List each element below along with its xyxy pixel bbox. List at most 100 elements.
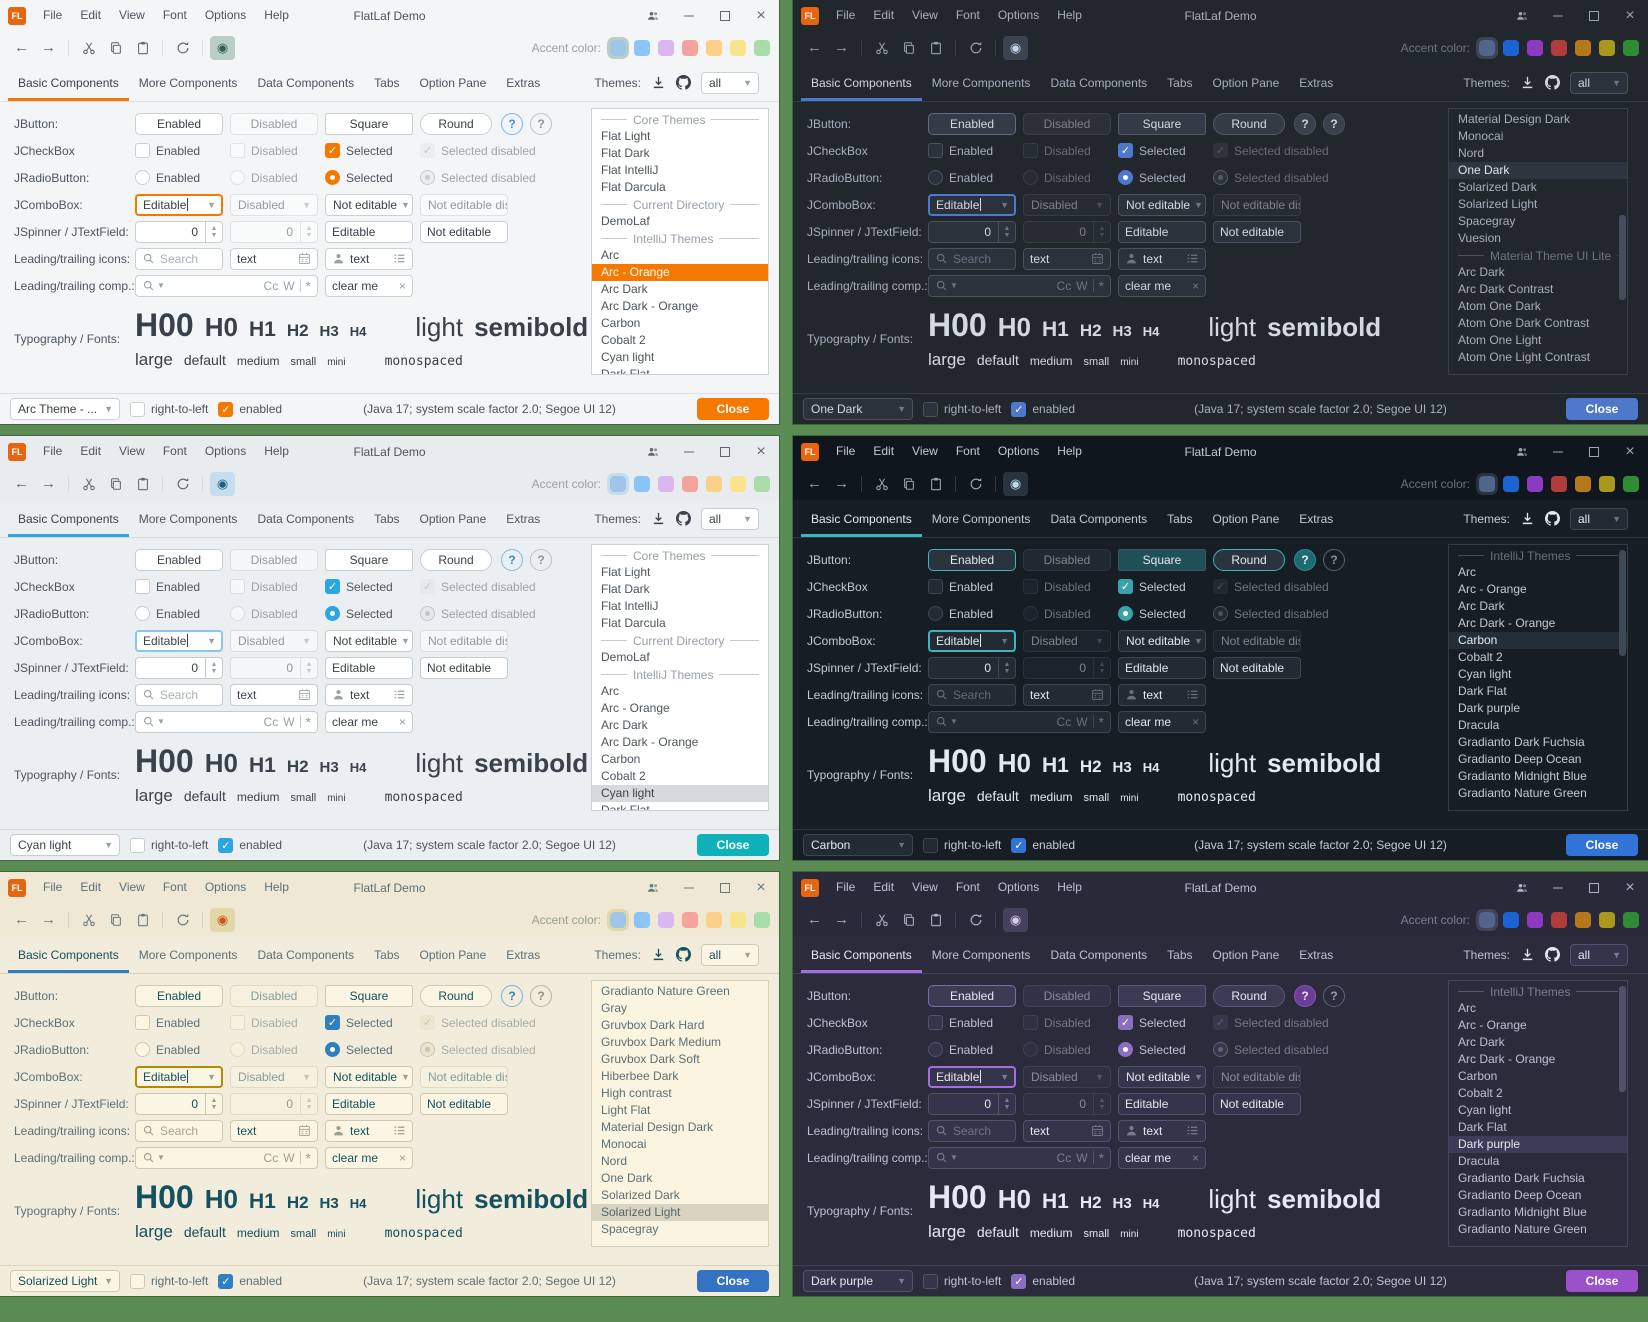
radio-enabled[interactable]: Enabled	[135, 1042, 223, 1057]
person-field[interactable]: text	[325, 683, 413, 706]
close-button[interactable]: Close	[697, 398, 769, 420]
menu-view[interactable]: View	[912, 880, 938, 894]
theme-list-item[interactable]: Carbon	[1449, 632, 1627, 649]
round-button[interactable]: Round	[420, 984, 492, 1007]
accent-swatch[interactable]	[682, 911, 698, 928]
tab-basic-components[interactable]: Basic Components	[8, 500, 129, 537]
forward-icon[interactable]: →	[834, 475, 849, 492]
square-button[interactable]: Square	[1118, 112, 1206, 135]
spinner-arrows-icon[interactable]: ▲ ▼	[998, 221, 1015, 242]
tab-more-components[interactable]: More Components	[138, 947, 238, 962]
refresh-icon[interactable]	[170, 472, 195, 496]
accent-swatch[interactable]	[730, 39, 746, 56]
checkbox-enabled[interactable]: Enabled	[135, 143, 223, 158]
theme-list-item[interactable]: Flat Dark	[601, 582, 650, 596]
theme-list-item[interactable]: Flat IntelliJ	[601, 163, 659, 177]
theme-list-item[interactable]: Arc	[601, 684, 619, 698]
checkbox-enabled[interactable]: Enabled	[928, 1015, 1016, 1030]
enabled-button[interactable]: Enabled	[928, 112, 1016, 135]
regex-toggle[interactable]: *	[1098, 713, 1104, 730]
menu-font[interactable]: Font	[955, 8, 980, 22]
accent-swatch[interactable]	[1575, 911, 1591, 928]
accent-swatch[interactable]	[1551, 39, 1567, 56]
close-window-button[interactable]: ×	[756, 6, 766, 24]
radio-selected[interactable]: Selected	[1118, 1042, 1206, 1057]
theme-list-item[interactable]: Arc Dark	[1458, 265, 1505, 279]
refresh-icon[interactable]	[963, 36, 988, 60]
theme-list-item[interactable]: Atom One Light	[1458, 333, 1542, 347]
themes-list-scrollbar[interactable]	[1619, 215, 1626, 300]
themes-filter-dropdown[interactable]: all ▼	[701, 71, 759, 94]
theme-list-item[interactable]: Carbon	[601, 752, 641, 766]
theme-list-item[interactable]: Hiberbee Dark	[601, 1069, 679, 1083]
show-hidden-eye-icon[interactable]: ◉	[210, 907, 235, 932]
calendar-icon[interactable]	[298, 1124, 311, 1137]
maximize-button[interactable]	[707, 0, 743, 31]
tab-basic-components[interactable]: Basic Components	[8, 64, 129, 101]
help-button[interactable]: ?	[501, 984, 523, 1007]
round-button[interactable]: Round	[1213, 984, 1285, 1007]
square-button[interactable]: Square	[325, 984, 413, 1007]
themes-list[interactable]: Core Themes Flat Light Flat Dark Flat Intel…	[591, 544, 769, 811]
themes-list[interactable]: Material Design Dark Monocai Nord One Dark S…	[1448, 108, 1628, 375]
theme-list-item[interactable]: Solarized Dark	[1458, 180, 1537, 194]
paste-icon[interactable]	[923, 908, 948, 932]
theme-list-item[interactable]: Arc Dark - Orange	[601, 299, 699, 313]
theme-list-item[interactable]: Dark Flat	[1458, 1120, 1507, 1134]
right-to-left-checkbox[interactable]: right-to-left	[923, 1273, 1001, 1289]
theme-list-item[interactable]: Spacegray	[601, 1222, 659, 1236]
copy-icon[interactable]	[103, 36, 128, 60]
regex-toggle[interactable]: *	[305, 713, 311, 730]
regex-toggle[interactable]: *	[305, 1149, 311, 1166]
tab-tabs[interactable]: Tabs	[1167, 511, 1193, 526]
help-button[interactable]: ?	[501, 112, 523, 135]
tab-extras[interactable]: Extras	[506, 75, 541, 90]
menu-help[interactable]: Help	[1057, 444, 1082, 458]
checkbox-selected[interactable]: Selected	[1118, 143, 1206, 158]
close-window-button[interactable]: ×	[1625, 6, 1635, 24]
checkbox-enabled[interactable]: Enabled	[928, 579, 1016, 594]
radio-selected[interactable]: Selected	[325, 1042, 413, 1057]
menu-edit[interactable]: Edit	[873, 8, 895, 22]
accent-swatch[interactable]	[1503, 911, 1519, 928]
maximize-button[interactable]	[707, 872, 743, 903]
menu-edit[interactable]: Edit	[873, 880, 895, 894]
tab-extras[interactable]: Extras	[1299, 511, 1334, 526]
forward-icon[interactable]: →	[834, 911, 849, 928]
clear-icon[interactable]: ×	[1191, 278, 1199, 293]
tab-tabs[interactable]: Tabs	[374, 511, 400, 526]
match-case-toggle[interactable]: Cc	[263, 714, 279, 729]
menu-help[interactable]: Help	[264, 444, 289, 458]
back-icon[interactable]: ←	[807, 911, 822, 928]
editable-textfield[interactable]: Editable	[325, 220, 413, 243]
tab-more-components[interactable]: More Components	[931, 75, 1031, 90]
enabled-button[interactable]: Enabled	[135, 548, 223, 571]
combobox-not-editable[interactable]: Not editable ▼	[1118, 193, 1206, 216]
not-editable-textfield[interactable]: Not editable	[1213, 1092, 1301, 1115]
close-button[interactable]: Close	[1566, 834, 1638, 856]
enabled-checkbox[interactable]: enabled	[218, 401, 282, 417]
themes-list[interactable]: IntelliJ Themes Arc Arc - Orange Arc Dark Ar…	[1448, 544, 1628, 811]
tab-option-pane[interactable]: Option Pane	[419, 75, 487, 90]
spinner-arrows-icon[interactable]: ▲ ▼	[205, 1093, 222, 1114]
themes-filter-dropdown[interactable]: all ▼	[1570, 943, 1628, 966]
help-button[interactable]: ?	[1294, 548, 1316, 571]
forward-icon[interactable]: →	[41, 475, 56, 492]
search-compound-field[interactable]: ▼ Cc W *	[928, 1146, 1111, 1169]
spinner[interactable]: 0 ▲ ▼	[928, 1092, 1016, 1115]
accent-swatch[interactable]	[754, 911, 770, 928]
combobox-editable[interactable]: Editable ▼	[135, 1065, 223, 1088]
users-icon[interactable]	[635, 872, 671, 903]
theme-list-item[interactable]: Solarized Dark	[601, 1188, 680, 1202]
accent-swatch[interactable]	[607, 472, 629, 495]
theme-list-item[interactable]: Cyan light	[1458, 667, 1512, 681]
match-case-toggle[interactable]: Cc	[1056, 278, 1072, 293]
checkbox-enabled[interactable]: Enabled	[135, 579, 223, 594]
theme-list-item[interactable]: Atom One Dark Contrast	[1458, 316, 1590, 330]
spinner[interactable]: 0 ▲ ▼	[135, 1092, 223, 1115]
help-button-secondary[interactable]: ?	[530, 548, 552, 571]
theme-list-item[interactable]: One Dark	[1449, 162, 1627, 179]
menu-edit[interactable]: Edit	[873, 444, 895, 458]
tab-more-components[interactable]: More Components	[138, 511, 238, 526]
maximize-button[interactable]	[1576, 436, 1612, 467]
